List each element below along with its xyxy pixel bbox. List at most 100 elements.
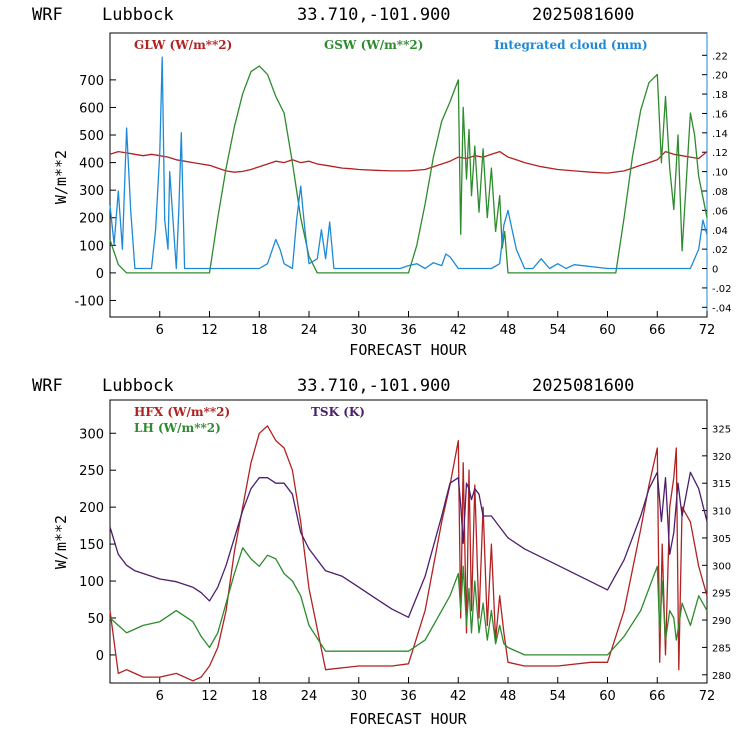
panel1-y-tick-label: 300 [79,184,104,199]
panel1-legend-cloud: Integrated cloud (mm) [494,38,648,52]
panel1-series [109,56,708,274]
panel1-series-line-1 [109,65,708,274]
panel2-x-tick-label: 54 [549,689,566,704]
panel1-y2-tick-label: .14 [712,129,728,140]
panel2-legend-tsk: TSK (K) [311,405,365,419]
panel1-y-label: W/m**2 [52,150,70,204]
panel1-x-tick-label: 24 [301,323,318,338]
panel1-y-tick-label: 600 [79,101,104,116]
panel1-x-tick-label: 18 [251,323,268,338]
panel1-init-time: 2025081600 [532,5,634,25]
panel1-x-tick-label: 48 [500,323,517,338]
panel2-x-tick-label: 30 [350,689,367,704]
panel2-x-tick-label: 6 [156,689,164,704]
panel1-y2-tick-label: .18 [712,90,728,101]
panel1-y2-tick-label: .08 [712,187,728,198]
panel1-series-line-2 [109,56,708,270]
panel1-legend-gsw: GSW (W/m**2) [324,38,423,52]
panel1-y-tick-label: -100 [74,294,104,309]
panel2-series [109,425,708,682]
panel2-y-tick-label: 150 [79,538,104,553]
panel2-series-line-1 [109,547,708,656]
panel1-y-tick-label: 100 [79,239,104,254]
panel2-series-line-0 [109,425,708,682]
panel1-y2-tick-label: .02 [712,245,728,256]
panel-radiation: WRF Lubbock 33.710,-101.900 2025081600 6… [32,5,732,359]
panel1-coords: 33.710,-101.900 [297,5,451,25]
panel2-x-label: FORECAST HOUR [349,710,467,728]
panel1-x-label: FORECAST HOUR [349,341,467,359]
panel1-y2-tick-label: .16 [712,109,728,120]
panel2-y-tick-label: 300 [79,427,104,442]
panel2-y2-tick-label: 290 [712,616,731,627]
panel2-x-tick-label: 60 [599,689,616,704]
panel2-x-tick-label: 66 [649,689,666,704]
panel1-y2-tick-label: 0 [712,265,718,276]
panel2-y2-tick-label: 300 [712,561,731,572]
panel2-y2-tick-label: 315 [712,479,731,490]
panel2-x-tick-label: 48 [500,689,517,704]
panel2-y2-tick-label: 320 [712,452,731,463]
panel2-y2-tick-label: 305 [712,534,731,545]
panel2-y2-ticks: 325 320 315 310 305 300 295 290 285 280 [702,424,731,682]
panel1-y2-tick-label: .22 [712,51,728,62]
panel1-y-tick-label: 400 [79,157,104,172]
panel2-y2-tick-label: 325 [712,424,731,435]
panel2-y2-tick-label: 295 [712,589,731,600]
panel2-legend-lh: LH (W/m**2) [134,421,221,435]
panel2-y-tick-label: 200 [79,501,104,516]
panel1-y-tick-label: 700 [79,74,104,89]
panel2-y-ticks: 0 50 100 150 200 250 300 [79,427,116,664]
panel1-plot-frame [109,32,708,318]
panel1-x-tick-label: 36 [400,323,417,338]
panel1-x-tick-label: 42 [450,323,467,338]
panel1-y2-tick-label: .04 [712,226,728,237]
panel1-y2-tick-label: -.02 [712,284,732,295]
panel2-y2-tick-label: 280 [712,671,731,682]
panel2-x-tick-label: 42 [450,689,467,704]
panel2-x-tick-label: 12 [201,689,218,704]
panel1-site: Lubbock [102,5,174,25]
panel1-x-ticks: 6 12 18 24 30 36 42 48 54 60 66 72 [156,311,716,338]
panel2-site: Lubbock [102,376,174,396]
panel1-y-tick-label: 0 [96,267,104,282]
panel1-model: WRF [32,5,63,25]
panel1-x-tick-label: 54 [549,323,566,338]
panel2-y2-tick-label: 310 [712,507,731,518]
panel1-x-tick-label: 66 [649,323,666,338]
panel1-x-tick-label: 12 [201,323,218,338]
panel1-y2-ticks: .22 .20 .18 .16 .14 .12 .10 .08 .06 .04 .02 0 -.02 -.… [702,51,732,314]
panel2-init-time: 2025081600 [532,376,634,396]
panel1-y-ticks: -100 0 100 200 300 400 500 600 700 [74,74,116,309]
panel2-x-ticks: 6 12 18 24 30 36 42 48 54 60 66 72 [156,677,716,704]
panel1-x-tick-label: 30 [350,323,367,338]
panel1-y-tick-label: 200 [79,212,104,227]
panel2-y-tick-label: 250 [79,464,104,479]
panel2-x-tick-label: 72 [699,689,716,704]
panel2-x-tick-label: 24 [301,689,318,704]
panel1-y2-tick-label: .20 [712,71,728,82]
panel2-model: WRF [32,376,63,396]
panel2-coords: 33.710,-101.900 [297,376,451,396]
panel1-y2-tick-label: -.04 [712,303,732,314]
panel1-x-tick-label: 6 [156,323,164,338]
panel2-y2-tick-label: 285 [712,643,731,654]
panel2-x-tick-label: 36 [400,689,417,704]
panel2-series-line-2 [109,471,708,618]
panel2-y-label: W/m**2 [52,515,70,569]
panel1-y2-tick-label: .06 [712,206,728,217]
panel-fluxes: WRF Lubbock 33.710,-101.900 2025081600 6… [32,376,731,728]
panel1-series-line-0 [109,150,708,174]
panel2-y-tick-label: 50 [87,612,104,627]
panel2-y-tick-label: 100 [79,575,104,590]
panel2-x-tick-label: 18 [251,689,268,704]
panel1-y-tick-label: 500 [79,129,104,144]
panel2-plot-frame [109,399,708,684]
panel1-y2-tick-label: .10 [712,168,728,179]
panel2-legend-hfx: HFX (W/m**2) [134,405,230,419]
panel1-y2-tick-label: .12 [712,148,728,159]
panel1-x-tick-label: 60 [599,323,616,338]
panel1-x-tick-label: 72 [699,323,716,338]
panel1-legend-glw: GLW (W/m**2) [134,38,232,52]
